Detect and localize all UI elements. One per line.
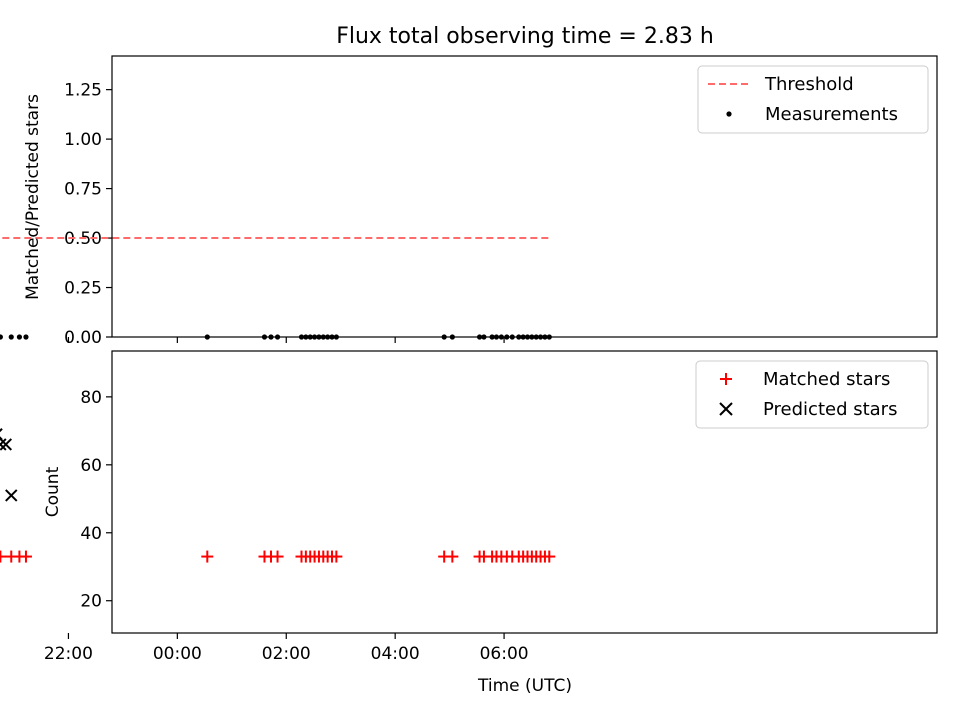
legend-measurements-swatch — [726, 111, 732, 117]
matched-star-marker — [330, 550, 343, 563]
y-tick-label: 0.75 — [64, 180, 102, 200]
count-y-label: Count — [43, 466, 63, 517]
matched-star-marker — [271, 550, 284, 563]
ratio-axis-ticks: 0.000.250.500.751.001.25 — [64, 81, 505, 348]
y-tick-label: 0.00 — [64, 328, 102, 348]
ratio-plot-frame — [111, 55, 938, 338]
x-tick-label: 00:00 — [153, 644, 202, 664]
legend-predicted-label: Predicted stars — [763, 399, 897, 420]
count-legend: Matched stars Predicted stars — [695, 360, 929, 429]
legend-predicted-swatch — [719, 402, 733, 416]
measurement-points — [0, 334, 552, 340]
x-tick-label: 06:00 — [480, 644, 529, 664]
count-plot-frame — [111, 350, 938, 634]
measurement-point — [8, 334, 14, 340]
predicted-star-marker — [0, 438, 13, 451]
legend-measurements-label: Measurements — [765, 104, 898, 125]
legend-threshold-label: Threshold — [764, 74, 854, 95]
chart-title: Flux total observing time = 2.83 h — [336, 24, 714, 49]
count-points — [0, 428, 556, 563]
count-panel: 2040608018:0020:0022:0000:0002:0004:0006… — [0, 350, 938, 696]
count-axis-ticks: 2040608018:0020:0022:0000:0002:0004:0006… — [44, 388, 529, 664]
ratio-y-label: Matched/Predicted stars — [23, 94, 43, 300]
legend-matched-swatch — [720, 373, 732, 385]
y-tick-label: 40 — [80, 524, 102, 544]
y-tick-label: 0.25 — [64, 279, 102, 299]
y-tick-label: 60 — [80, 456, 102, 476]
predicted-star-marker — [0, 438, 7, 451]
measurement-point — [23, 334, 29, 340]
y-tick-label: 80 — [80, 388, 102, 408]
predicted-star-marker — [0, 428, 3, 441]
x-tick-label: 02:00 — [262, 644, 311, 664]
y-tick-label: 1.00 — [64, 130, 102, 150]
x-tick-label: 22:00 — [44, 644, 93, 664]
matched-star-marker — [201, 550, 214, 563]
y-tick-label: 1.25 — [64, 81, 102, 101]
x-axis-label: Time (UTC) — [477, 676, 572, 696]
predicted-star-marker — [5, 489, 18, 502]
y-tick-label: 20 — [80, 592, 102, 612]
legend-matched-label: Matched stars — [763, 369, 890, 390]
matched-star-marker — [446, 550, 459, 563]
ratio-legend: Threshold Measurements — [697, 65, 929, 134]
matched-star-marker — [19, 550, 32, 563]
ratio-panel: 0.000.250.500.751.001.25 Matched/Predict… — [0, 55, 938, 348]
matched-star-marker — [0, 550, 7, 563]
x-tick-label: 04:00 — [371, 644, 420, 664]
measurement-point — [16, 334, 23, 340]
matched-star-marker — [543, 550, 556, 563]
measurement-point — [0, 334, 3, 340]
